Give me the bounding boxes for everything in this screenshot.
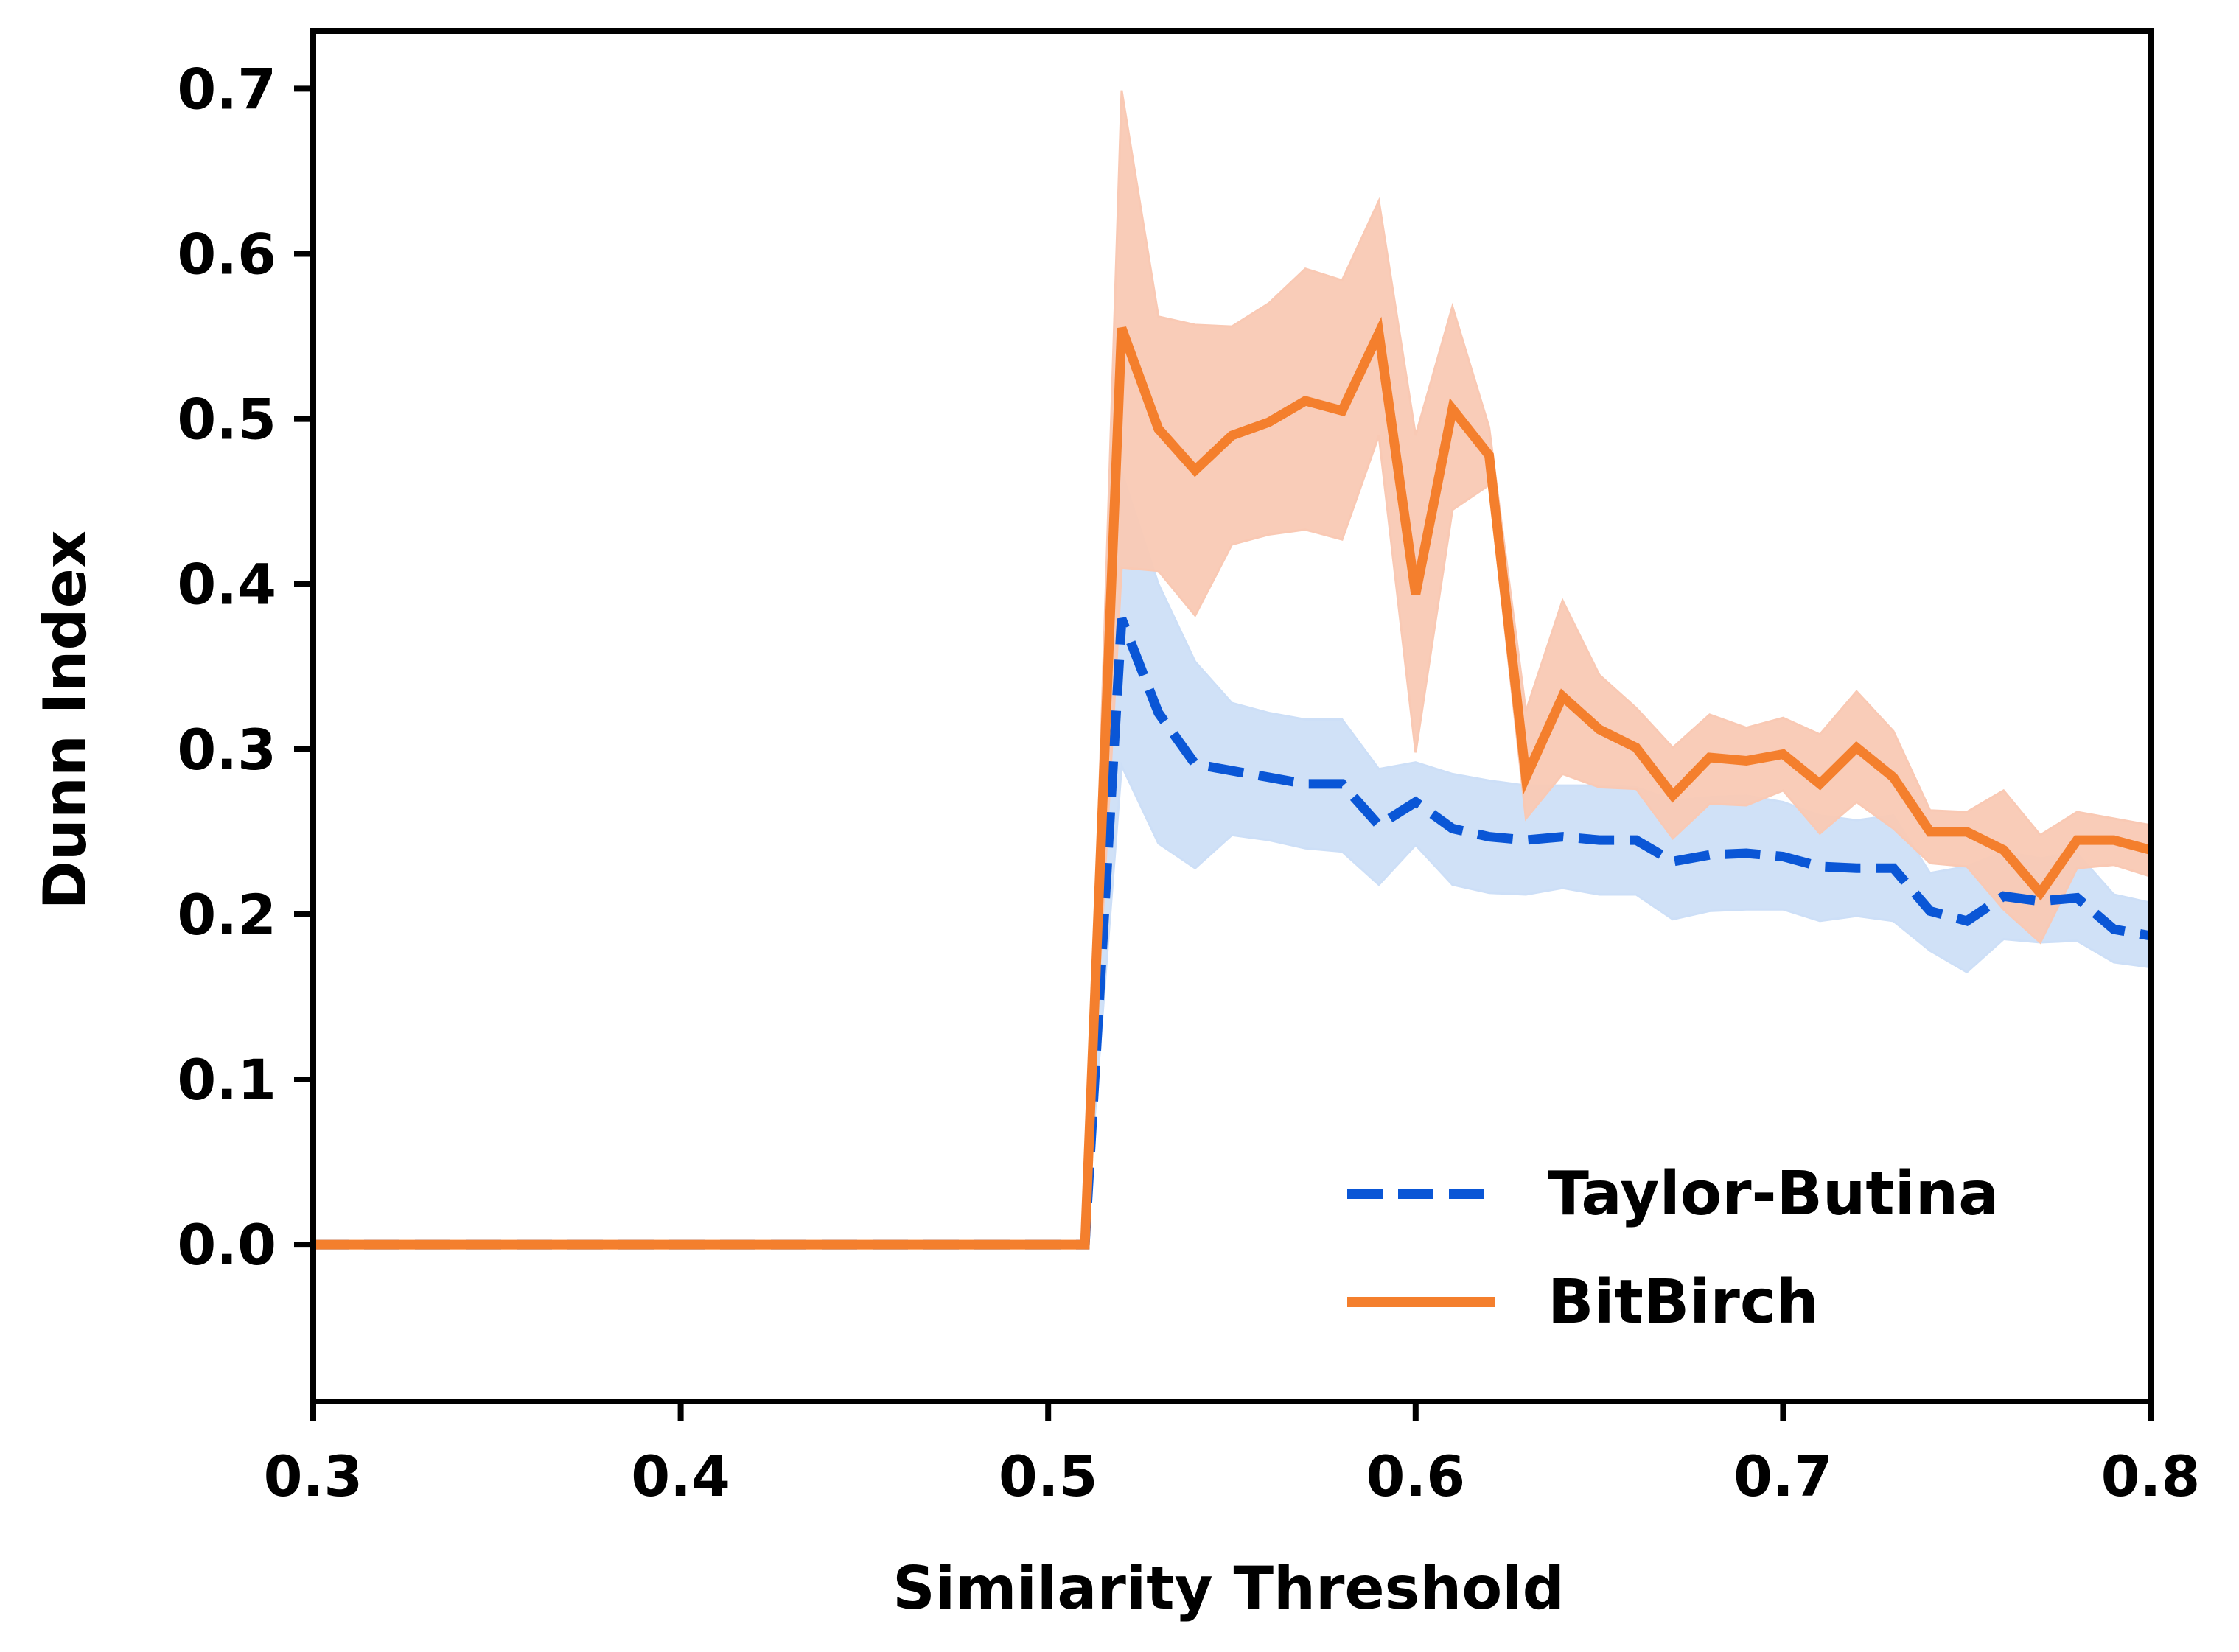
x-tick-label: 0.4 bbox=[631, 1443, 730, 1509]
y-tick-label: 0.3 bbox=[177, 717, 276, 783]
y-tick-label: 0.1 bbox=[177, 1047, 276, 1113]
y-axis-ticks: 0.0 0.1 0.2 0.3 0.4 0.5 0.6 0.7 bbox=[177, 56, 313, 1278]
y-tick-label: 0.0 bbox=[177, 1212, 276, 1278]
legend-label-taylor-butina: Taylor-Butina bbox=[1548, 1159, 1999, 1229]
y-tick-label: 0.7 bbox=[177, 56, 276, 122]
series-lines bbox=[313, 316, 2152, 1250]
y-tick-label: 0.4 bbox=[177, 552, 276, 617]
y-tick-label: 0.6 bbox=[177, 222, 276, 287]
plot-frame bbox=[310, 28, 2154, 1404]
series-line-bitbirch bbox=[313, 316, 2152, 1250]
x-tick-label: 0.5 bbox=[999, 1443, 1098, 1509]
band-bitbirch bbox=[313, 90, 2152, 1246]
x-tick-label: 0.8 bbox=[2101, 1443, 2201, 1509]
band-taylor-butina bbox=[313, 471, 2152, 1246]
legend: Taylor-Butina BitBirch bbox=[1347, 1159, 1999, 1337]
y-tick-label: 0.2 bbox=[177, 882, 276, 948]
x-tick-label: 0.7 bbox=[1733, 1443, 1833, 1509]
x-axis-label: Similarity Threshold bbox=[893, 1554, 1565, 1623]
x-axis-ticks: 0.3 0.4 0.5 0.6 0.7 0.8 bbox=[264, 1401, 2201, 1509]
x-tick-label: 0.6 bbox=[1366, 1443, 1465, 1509]
legend-label-bitbirch: BitBirch bbox=[1548, 1267, 1819, 1337]
confidence-bands bbox=[313, 90, 2152, 1246]
y-axis-label: Dunn Index bbox=[31, 531, 99, 910]
x-tick-label: 0.3 bbox=[264, 1443, 363, 1509]
y-tick-label: 0.5 bbox=[177, 387, 276, 452]
